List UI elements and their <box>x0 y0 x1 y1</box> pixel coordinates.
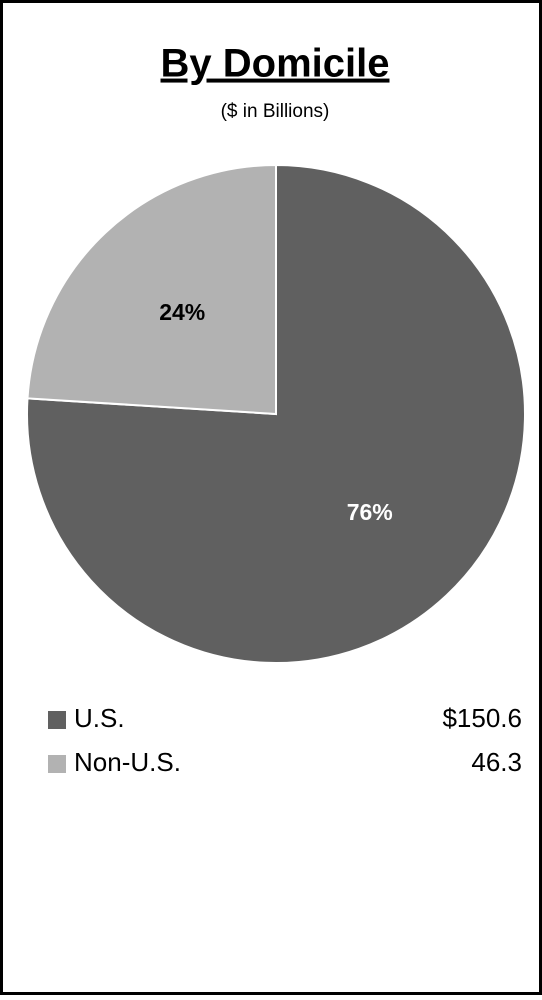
chart-subtitle: ($ in Billions) <box>221 101 330 122</box>
legend-swatch <box>48 755 66 773</box>
data-label: 24% <box>159 299 205 325</box>
legend-amount: $150.6 <box>442 703 522 733</box>
pie-slice <box>26 163 277 416</box>
legend-label: Non-U.S. <box>74 747 181 777</box>
chart-title: By Domicile <box>161 42 390 86</box>
legend-label: U.S. <box>74 703 125 733</box>
data-label: 76% <box>347 499 393 525</box>
legend-amount: 46.3 <box>471 747 522 777</box>
legend-swatch <box>48 711 66 729</box>
